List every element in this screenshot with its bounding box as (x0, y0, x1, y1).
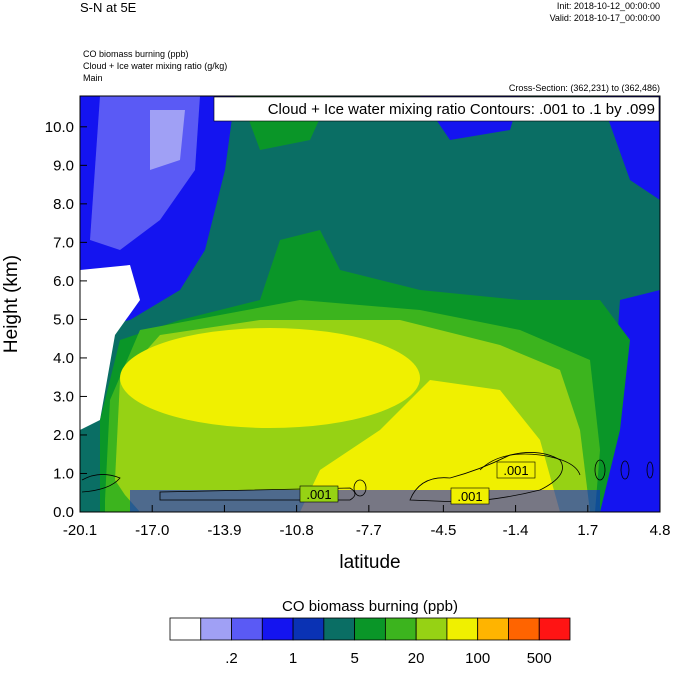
fill-region (130, 490, 600, 512)
fill-region (150, 110, 185, 170)
y-tick-label: 6.0 (53, 273, 74, 290)
y-tick-label: 2.0 (53, 427, 74, 444)
x-axis-label: latitude (339, 552, 400, 573)
y-tick-label: 4.0 (53, 350, 74, 367)
contour-label: .001 (503, 463, 528, 478)
fill-region (600, 96, 660, 200)
colorbar-label: 1 (289, 650, 297, 667)
contour-line (353, 479, 367, 497)
fill-region (120, 328, 420, 428)
fill-region (80, 265, 140, 430)
contour-note: Cloud + Ice water mixing ratio Contours:… (268, 101, 655, 118)
colorbar-title: CO biomass burning (ppb) (282, 598, 458, 615)
x-tick-label: -17.0 (135, 522, 169, 539)
x-tick-label: -20.1 (63, 522, 97, 539)
valid-time: Valid: 2018-10-17_00:00:00 (550, 13, 660, 23)
colorbar-box (231, 617, 263, 641)
contour-label: .001 (306, 487, 331, 502)
x-tick-label: -7.7 (356, 522, 382, 539)
cross-section: Cross-Section: (362,231) to (362,486) (509, 83, 660, 93)
label-box (299, 485, 339, 503)
colorbar-box (384, 617, 417, 641)
colorbar-box (323, 617, 356, 641)
colorbar-box (415, 617, 448, 641)
x-tick-label: 1.7 (577, 522, 598, 539)
x-tick-label: 4.8 (650, 522, 671, 539)
fill-region (300, 380, 560, 512)
y-tick-label: 8.0 (53, 196, 74, 213)
contour-line (159, 487, 356, 501)
field-name: CO biomass burning (ppb) (83, 49, 189, 59)
contour-line (81, 474, 121, 493)
contour-lines (81, 452, 654, 503)
init-time: Init: 2018-10-12_00:00:00 (557, 1, 660, 11)
colorbar-box (538, 617, 571, 641)
y-tick-label: 7.0 (53, 234, 74, 251)
colorbar-label: .2 (225, 650, 238, 667)
colorbar-label: 100 (465, 650, 490, 667)
plot-frame (79, 95, 661, 513)
colorbar-box (200, 617, 232, 641)
contour-label: .001 (457, 489, 482, 504)
contour-line (409, 452, 563, 503)
contour-line (479, 453, 581, 476)
y-tick-label: 9.0 (53, 157, 74, 174)
y-tick-label: 10.0 (45, 119, 74, 136)
contour-line (594, 459, 606, 481)
y-tick-label: 0.0 (53, 504, 74, 521)
chart-title: S-N at 5E (80, 0, 137, 15)
contour-line (646, 461, 654, 479)
colorbar-label: 20 (408, 650, 425, 667)
colorbar-label: 500 (527, 650, 552, 667)
y-tick-label: 1.0 (53, 465, 74, 482)
field-name: Main (83, 73, 103, 83)
contour-line (620, 460, 630, 480)
colorbar-box (508, 617, 540, 641)
field-name: Cloud + Ice water mixing ratio (g/kg) (83, 61, 227, 71)
colorbar-box (446, 617, 479, 641)
x-tick-label: -13.9 (207, 522, 241, 539)
note-box (213, 96, 660, 122)
colorbar-box (169, 617, 202, 641)
x-tick-label: -10.8 (280, 522, 314, 539)
y-tick-label: 3.0 (53, 388, 74, 405)
colorbar-box (354, 617, 386, 641)
x-tick-label: -4.5 (430, 522, 456, 539)
colorbar-box (477, 617, 509, 641)
contour-field (80, 96, 660, 512)
x-tick-label: -1.4 (503, 522, 529, 539)
colorbar-box (261, 617, 294, 641)
colorbar-label: 5 (350, 650, 358, 667)
label-box (450, 487, 490, 505)
colorbar-box (292, 617, 325, 641)
y-tick-label: 5.0 (53, 311, 74, 328)
contour-labels: .001 .001 .001 (299, 461, 536, 505)
label-box (496, 461, 536, 479)
y-axis-label: Height (km) (1, 255, 22, 353)
